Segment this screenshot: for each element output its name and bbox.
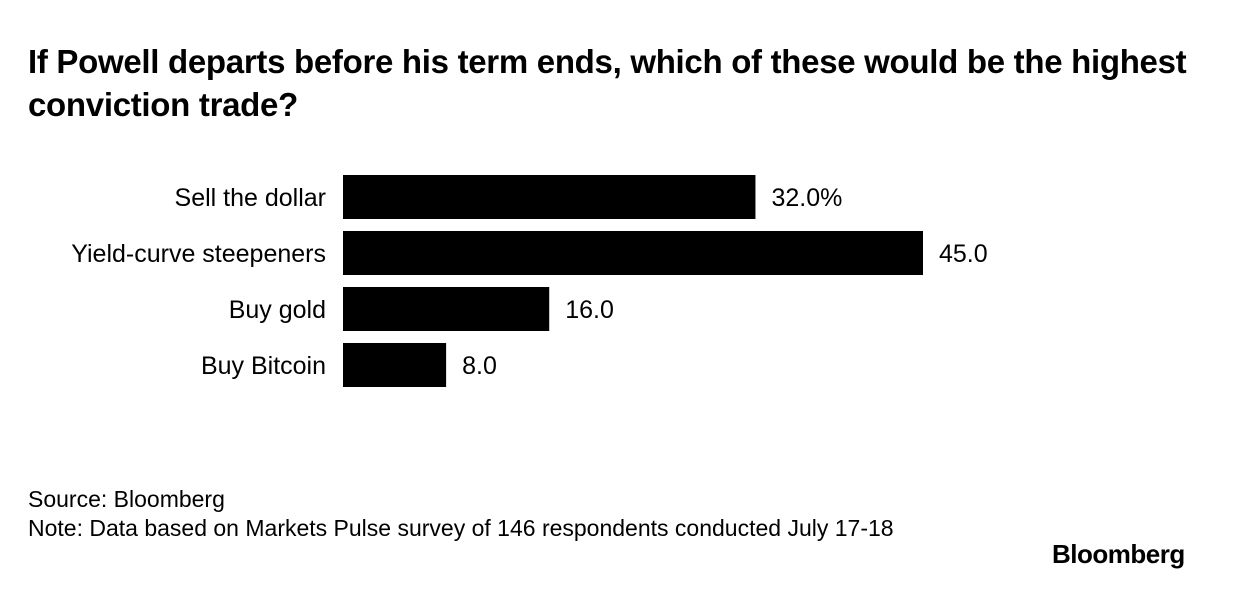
bloomberg-logo: Bloomberg (1052, 539, 1185, 569)
bar-buy-bitcoin (343, 343, 447, 387)
source-note: Source: Bloomberg (28, 486, 225, 512)
chart-footer: Source: Bloomberg Note: Data based on Ma… (28, 485, 988, 543)
chart-title: If Powell departs before his term ends, … (28, 43, 1187, 123)
data-note: Note: Data based on Markets Pulse survey… (28, 515, 894, 541)
value-label-buy-bitcoin: 8.0 (462, 352, 497, 380)
category-label-sell-the-dollar: Sell the dollar (175, 184, 326, 212)
value-label-sell-the-dollar: 32.0% (771, 184, 842, 212)
category-label-buy-gold: Buy gold (229, 296, 326, 324)
value-label-yield-curve-steepeners: 45.0 (939, 240, 988, 268)
category-label-buy-bitcoin: Buy Bitcoin (201, 352, 326, 380)
bar-sell-the-dollar (343, 175, 756, 219)
bar-buy-gold (343, 287, 550, 331)
value-label-buy-gold: 16.0 (565, 296, 614, 324)
category-label-yield-curve-steepeners: Yield-curve steepeners (71, 240, 326, 268)
bar-yield-curve-steepeners (343, 231, 923, 275)
